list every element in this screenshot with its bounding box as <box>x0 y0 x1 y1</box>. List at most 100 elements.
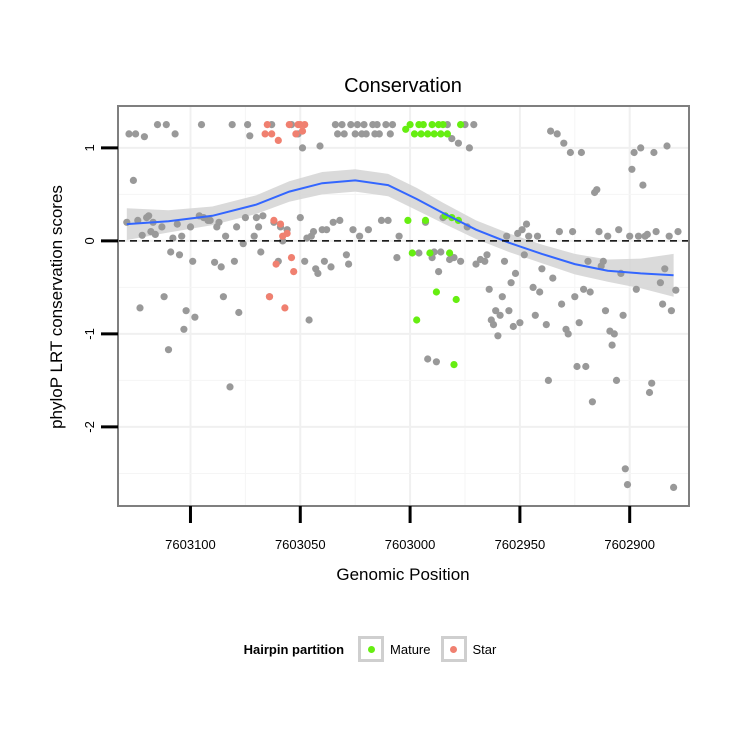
point-other <box>531 311 539 319</box>
point-other <box>623 481 632 489</box>
point-other <box>342 251 350 259</box>
point-other <box>338 121 346 129</box>
point-other <box>555 228 564 236</box>
point-other <box>601 307 610 315</box>
point-other <box>615 226 623 234</box>
point-other <box>215 218 223 226</box>
point-other <box>632 285 640 293</box>
point-other <box>522 220 531 228</box>
point-other <box>153 121 162 129</box>
point-other <box>630 148 638 157</box>
chart-title: Conservation <box>344 75 462 97</box>
point-star <box>263 121 271 129</box>
point-star <box>270 216 278 224</box>
point-other <box>296 214 304 222</box>
y-tick-label: -2 <box>82 421 97 433</box>
y-tick-label: 1 <box>82 144 97 151</box>
point-other <box>564 330 572 338</box>
point-mature <box>424 130 432 138</box>
point-other <box>558 300 566 308</box>
point-other <box>634 232 643 240</box>
point-other <box>132 130 140 138</box>
point-other <box>314 269 322 277</box>
point-other <box>206 216 214 224</box>
point-other <box>345 260 353 268</box>
point-star <box>301 121 309 129</box>
point-other <box>364 226 372 234</box>
point-other <box>608 341 616 349</box>
point-other <box>211 258 219 266</box>
point-other <box>395 232 403 240</box>
point-other <box>492 307 500 315</box>
point-other <box>255 223 263 231</box>
point-other <box>250 232 258 240</box>
point-other <box>588 398 597 406</box>
point-other <box>259 212 267 220</box>
point-other <box>648 379 656 387</box>
point-other <box>560 139 568 147</box>
point-other <box>525 232 533 240</box>
point-other <box>151 230 159 238</box>
point-other <box>217 263 225 271</box>
point-other <box>573 362 581 371</box>
point-other <box>228 121 236 129</box>
point-other <box>189 257 197 265</box>
point-other <box>244 121 252 129</box>
point-star <box>285 121 293 129</box>
point-other <box>158 223 166 231</box>
point-other <box>140 133 148 141</box>
point-star <box>292 130 300 138</box>
point-other <box>454 139 462 147</box>
point-other <box>481 257 489 265</box>
point-other <box>538 265 546 273</box>
x-axis-label: Genomic Position <box>336 565 469 584</box>
point-mature <box>402 125 410 133</box>
point-other <box>584 257 592 265</box>
point-other <box>621 465 629 473</box>
point-other <box>457 257 465 265</box>
point-other <box>507 279 515 287</box>
point-other <box>257 248 265 256</box>
point-other <box>222 232 230 240</box>
point-other <box>450 254 458 262</box>
point-other <box>465 144 473 152</box>
point-other <box>182 307 190 315</box>
smooth-line <box>126 179 674 277</box>
point-other <box>386 130 394 138</box>
point-star <box>283 229 291 237</box>
point-other <box>483 251 491 259</box>
point-other <box>298 144 307 152</box>
point-other <box>542 321 550 329</box>
point-other <box>610 330 618 338</box>
point-other <box>360 121 368 129</box>
point-other <box>645 388 654 397</box>
point-other <box>356 232 364 240</box>
point-other <box>162 121 170 129</box>
point-other <box>577 148 586 157</box>
point-other <box>309 228 318 236</box>
point-other <box>178 232 186 240</box>
point-other <box>349 226 357 234</box>
point-other <box>518 226 526 234</box>
legend-dot-star <box>450 645 457 653</box>
point-star <box>272 260 280 268</box>
point-other <box>509 322 517 331</box>
legend-key-mature <box>358 636 385 662</box>
legend-item-mature: Mature <box>358 636 431 662</box>
point-other <box>327 263 335 271</box>
point-other <box>505 307 513 315</box>
point-other <box>582 362 590 371</box>
point-other <box>160 293 168 301</box>
point-other <box>382 121 390 129</box>
point-other <box>191 313 199 321</box>
point-other <box>593 186 601 194</box>
point-other <box>485 285 493 293</box>
point-other <box>472 260 480 268</box>
point-other <box>384 216 392 224</box>
point-other <box>197 121 206 129</box>
point-other <box>667 307 676 315</box>
point-other <box>670 483 678 491</box>
point-star <box>298 127 307 135</box>
point-other <box>569 228 577 236</box>
point-other <box>226 383 234 391</box>
